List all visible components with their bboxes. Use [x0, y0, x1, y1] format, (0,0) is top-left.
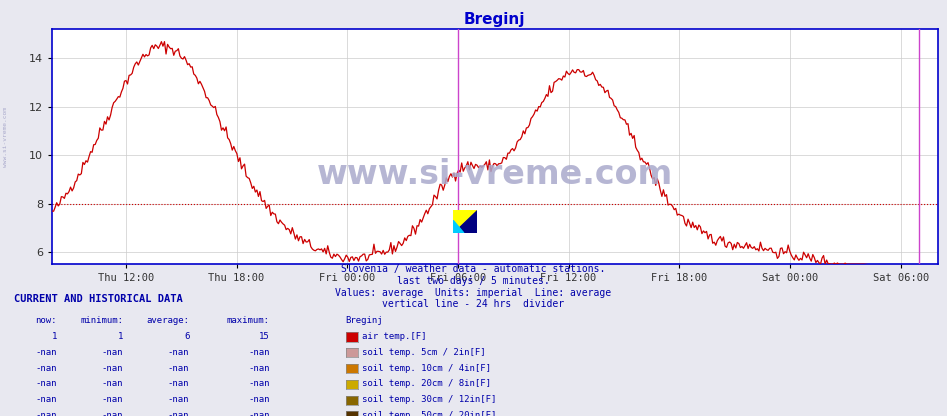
Text: -nan: -nan: [248, 364, 270, 373]
Text: -nan: -nan: [248, 348, 270, 357]
Title: Breginj: Breginj: [464, 12, 526, 27]
Text: -nan: -nan: [168, 411, 189, 416]
Text: -nan: -nan: [101, 348, 123, 357]
Text: now:: now:: [35, 316, 57, 325]
Text: -nan: -nan: [168, 348, 189, 357]
Text: -nan: -nan: [101, 395, 123, 404]
Text: Breginj: Breginj: [346, 316, 384, 325]
Polygon shape: [454, 220, 464, 233]
Text: -nan: -nan: [101, 411, 123, 416]
Text: www.si-vreme.com: www.si-vreme.com: [3, 107, 8, 167]
Text: -nan: -nan: [248, 379, 270, 389]
Text: -nan: -nan: [35, 379, 57, 389]
Text: -nan: -nan: [35, 411, 57, 416]
Text: last two days / 5 minutes.: last two days / 5 minutes.: [397, 276, 550, 286]
Text: -nan: -nan: [35, 364, 57, 373]
Text: air temp.[F]: air temp.[F]: [362, 332, 426, 341]
Text: Slovenia / weather data - automatic stations.: Slovenia / weather data - automatic stat…: [341, 265, 606, 275]
Text: -nan: -nan: [35, 395, 57, 404]
Text: Values: average  Units: imperial  Line: average: Values: average Units: imperial Line: av…: [335, 288, 612, 298]
Text: 15: 15: [259, 332, 270, 341]
Text: minimum:: minimum:: [80, 316, 123, 325]
Text: -nan: -nan: [168, 364, 189, 373]
Text: maximum:: maximum:: [227, 316, 270, 325]
Text: -nan: -nan: [168, 379, 189, 389]
Text: vertical line - 24 hrs  divider: vertical line - 24 hrs divider: [383, 300, 564, 310]
Text: -nan: -nan: [101, 379, 123, 389]
Text: soil temp. 20cm / 8in[F]: soil temp. 20cm / 8in[F]: [362, 379, 491, 389]
Text: CURRENT AND HISTORICAL DATA: CURRENT AND HISTORICAL DATA: [14, 294, 183, 304]
Text: 1: 1: [117, 332, 123, 341]
Text: average:: average:: [147, 316, 189, 325]
Text: -nan: -nan: [248, 411, 270, 416]
Text: soil temp. 5cm / 2in[F]: soil temp. 5cm / 2in[F]: [362, 348, 486, 357]
Text: -nan: -nan: [168, 395, 189, 404]
Text: www.si-vreme.com: www.si-vreme.com: [316, 158, 673, 191]
Text: -nan: -nan: [35, 348, 57, 357]
Text: -nan: -nan: [101, 364, 123, 373]
Text: 6: 6: [184, 332, 189, 341]
Text: soil temp. 30cm / 12in[F]: soil temp. 30cm / 12in[F]: [362, 395, 496, 404]
Text: -nan: -nan: [248, 395, 270, 404]
Polygon shape: [454, 210, 477, 233]
Text: soil temp. 10cm / 4in[F]: soil temp. 10cm / 4in[F]: [362, 364, 491, 373]
Text: soil temp. 50cm / 20in[F]: soil temp. 50cm / 20in[F]: [362, 411, 496, 416]
Text: 1: 1: [51, 332, 57, 341]
Polygon shape: [454, 210, 477, 233]
